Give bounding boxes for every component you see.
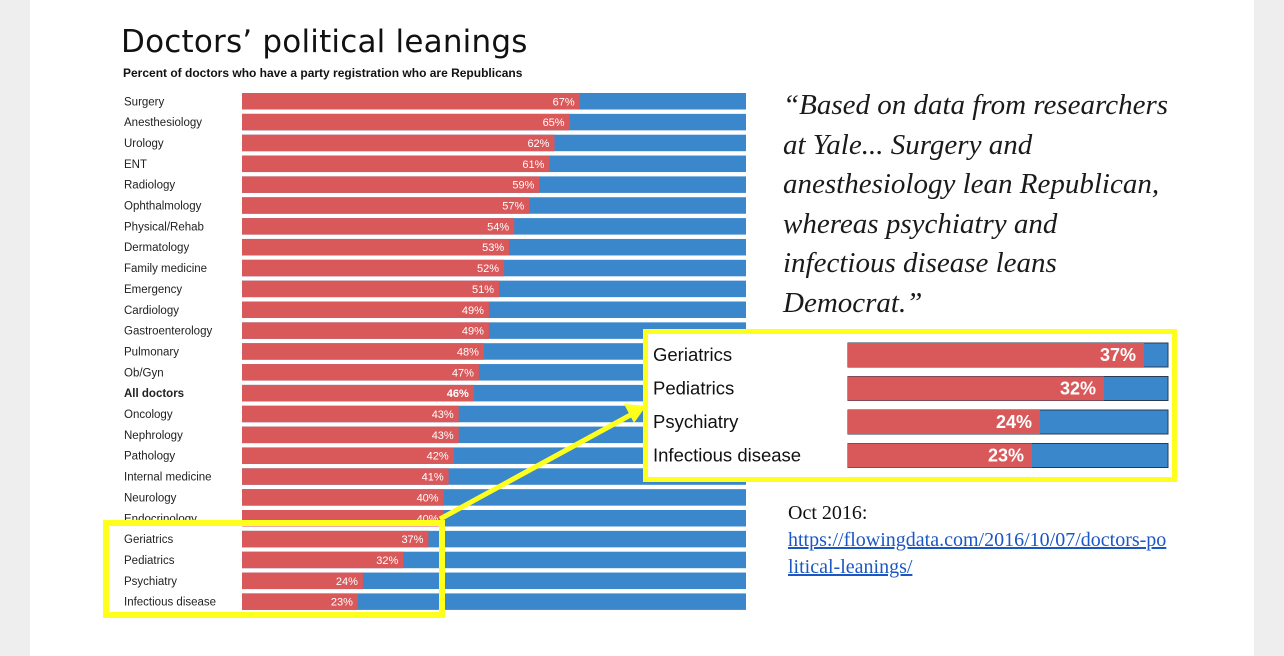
zoom-bar-chart: Geriatrics 37% Pediatrics 32% Psychiatry 24% I… [653,342,1169,468]
category-label: Family medicine [124,263,207,275]
zoom-category-label: Infectious disease [653,445,801,466]
value-label: 59% [512,180,534,192]
republican-bar [242,447,454,464]
value-label: 48% [457,346,479,358]
value-label: 43% [432,409,454,421]
category-label: Emergency [124,284,182,296]
republican-bar [242,280,500,298]
zoom-value-label: 32% [1060,379,1096,399]
republican-bar [242,405,459,423]
value-label: 57% [502,201,524,213]
value-label: 49% [462,326,484,338]
category-label: Physical/Rehab [124,221,204,233]
category-label: Urology [124,138,164,150]
republican-bar [242,134,555,152]
category-label: Ob/Gyn [124,367,164,379]
republican-bar [242,510,444,527]
category-label: Surgery [124,96,165,108]
zoom-value-label: 23% [988,446,1024,466]
zoom-category-label: Geriatrics [653,344,732,365]
value-label: 40% [417,513,439,525]
value-label: 24% [336,576,358,588]
category-label: Pathology [124,451,175,463]
value-label: 53% [482,242,504,254]
zoom-category-label: Psychiatry [653,411,739,432]
republican-bar [242,259,505,277]
yale-quote: “Based on data from researchers at Yale.… [783,89,1169,319]
republican-bar [242,426,459,444]
zoom-value-label: 37% [1100,345,1136,365]
value-label: 65% [543,117,565,129]
value-label: 62% [527,138,549,150]
value-label: 42% [427,451,449,463]
republican-bar [242,301,489,318]
zoom-republican-bar [848,376,1104,401]
category-label: Pulmonary [124,346,179,358]
value-label: 49% [462,305,484,317]
category-label: Neurology [124,492,177,504]
value-label: 41% [422,472,444,484]
zoom-category-label: Pediatrics [653,378,734,399]
republican-bar [242,489,444,506]
source-date: Oct 2016: [788,502,868,524]
category-label: Nephrology [124,430,183,442]
value-label: 46% [447,388,469,400]
value-label: 43% [432,430,454,442]
value-label: 37% [401,534,423,546]
republican-bar [242,197,530,214]
value-label: 51% [472,284,494,296]
category-label: Endocrinology [124,513,197,525]
chart-title: Doctors’ political leanings [121,24,528,60]
source-block: Oct 2016: https://flowingdata.com/2016/1… [788,500,1168,581]
republican-bar [242,343,484,360]
zoom-value-label: 24% [996,412,1032,432]
value-label: 23% [331,597,353,609]
value-label: 52% [477,263,499,275]
category-label: Oncology [124,409,173,421]
category-label: Geriatrics [124,534,173,546]
republican-bar [242,93,580,110]
category-label: Anesthesiology [124,117,202,129]
category-label: Psychiatry [124,576,177,588]
zoom-republican-bar [848,410,1040,434]
zoom-republican-bar [848,443,1032,468]
zoom-inset: Geriatrics 37% Pediatrics 32% Psychiatry 24% I… [643,329,1177,482]
category-label: Dermatology [124,242,189,254]
category-label: ENT [124,159,147,171]
value-label: 47% [452,367,474,379]
category-label: Ophthalmology [124,201,202,213]
republican-bar [242,113,570,131]
republican-bar [242,176,540,193]
value-label: 40% [417,492,439,504]
chart-subtitle: Percent of doctors who have a party regi… [123,66,523,80]
republican-bar [242,468,449,485]
source-link[interactable]: https://flowingdata.com/2016/10/07/docto… [788,529,1167,578]
category-label: Cardiology [124,305,179,317]
value-label: 67% [553,96,575,108]
category-label: All doctors [124,388,184,400]
republican-bar [242,218,515,235]
category-label: Pediatrics [124,555,175,567]
category-label: Internal medicine [124,472,212,484]
category-label: Gastroenterology [124,326,212,338]
republican-bar [242,384,474,402]
republican-bar [242,155,550,173]
category-label: Radiology [124,180,175,192]
category-label: Infectious disease [124,597,216,609]
republican-bar [242,322,489,339]
value-label: 32% [376,555,398,567]
republican-bar [242,238,510,256]
value-label: 54% [487,221,509,233]
republican-bar [242,364,479,381]
zoom-republican-bar [848,343,1144,367]
value-label: 61% [522,159,544,171]
